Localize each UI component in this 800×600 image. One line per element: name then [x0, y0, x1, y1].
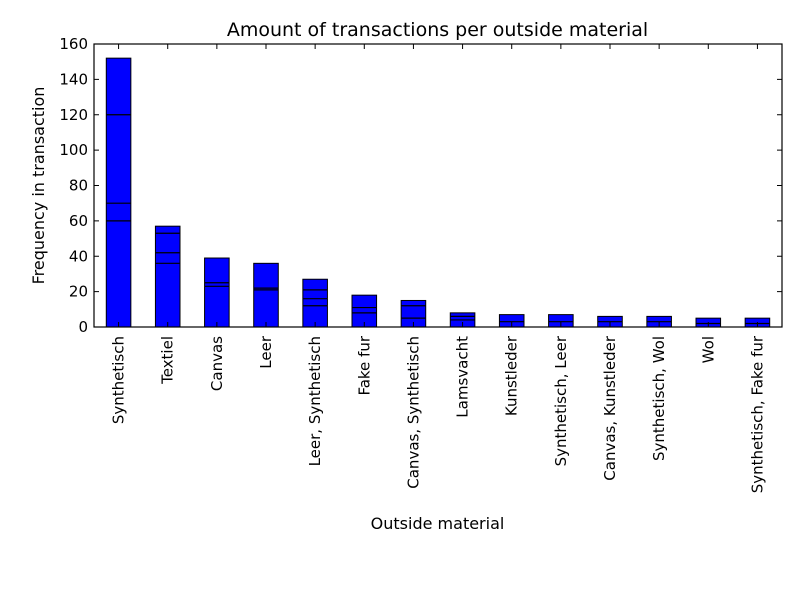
x-tick-label: Canvas [208, 336, 226, 391]
bar [204, 257, 230, 328]
y-axis: 0 20 40 60 80 100 120 140 160 [59, 35, 782, 336]
y-tick-label: 20 [69, 283, 88, 301]
y-tick-label: 40 [69, 247, 88, 265]
x-tick-label: Lamsvacht [454, 336, 472, 418]
x-tick-label: Synthetisch, Fake fur [748, 335, 766, 493]
x-tick-label: Textiel [159, 336, 177, 385]
x-tick-label: Wol [699, 336, 717, 363]
bar [351, 294, 378, 328]
y-tick-label: 140 [59, 70, 88, 88]
chart-title: Amount of transactions per outside mater… [227, 19, 648, 41]
x-tick-label: Kunstleder [503, 335, 521, 416]
y-tick-label: 100 [59, 141, 88, 159]
y-tick-label: 0 [78, 318, 88, 336]
y-tick-label: 80 [69, 177, 88, 195]
bar [154, 225, 181, 328]
x-tick-label: Fake fur [355, 335, 373, 395]
bar [253, 262, 279, 328]
x-tick-label: Synthetisch, Wol [650, 336, 668, 461]
x-tick-label: Canvas, Kunstleder [601, 335, 619, 481]
y-tick-label: 60 [69, 212, 88, 230]
x-tick-label: Leer [257, 335, 275, 369]
y-tick-label: 120 [59, 106, 88, 124]
y-axis-label: Frequency in transaction [29, 87, 48, 285]
y-tick-label: 160 [59, 35, 88, 53]
x-axis: Synthetisch Textiel Canvas Leer Leer, Synthe… [110, 44, 766, 493]
x-axis-label: Outside material [371, 514, 505, 533]
bar [302, 278, 328, 328]
x-tick-label: Canvas, Synthetisch [404, 336, 422, 489]
bar [105, 57, 132, 328]
x-tick-label: Synthetisch, Leer [552, 335, 570, 466]
x-tick-label: Synthetisch [110, 336, 128, 424]
x-tick-label: Leer, Synthetisch [306, 336, 324, 466]
bars-layer [105, 57, 771, 328]
